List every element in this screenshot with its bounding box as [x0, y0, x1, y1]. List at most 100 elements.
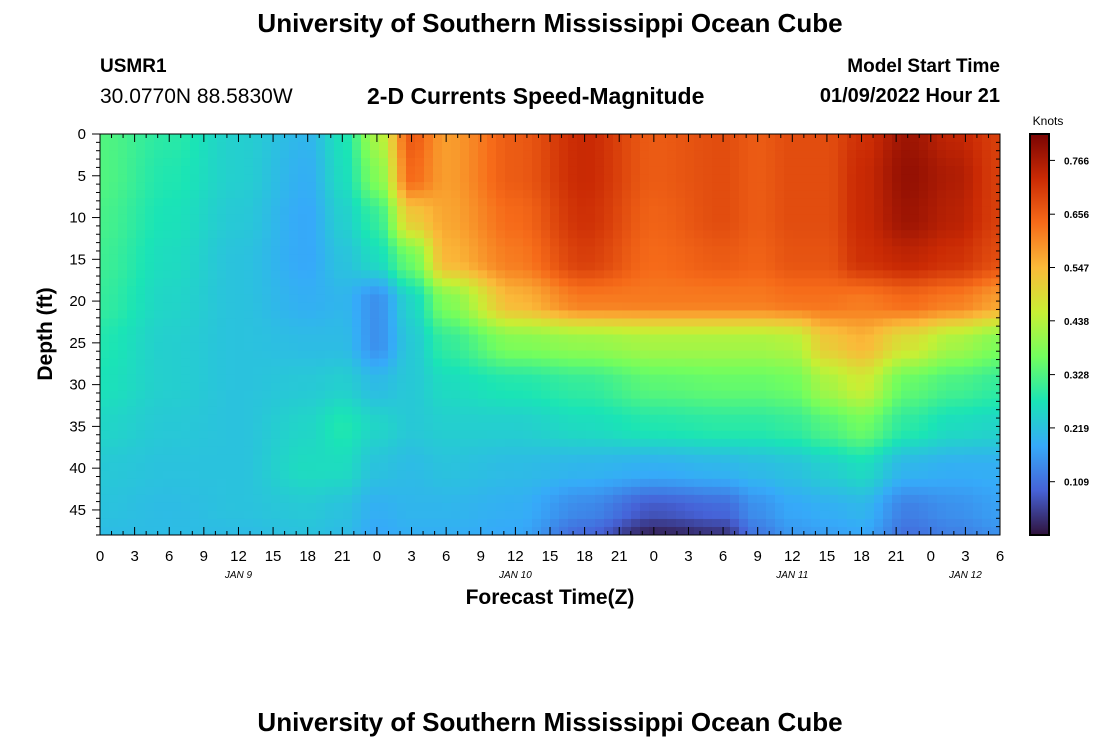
heatmap-cell [568, 310, 578, 320]
heatmap-cell [784, 166, 794, 175]
heatmap-cell [118, 446, 128, 456]
heatmap-cell [874, 230, 884, 239]
heatmap-cell [901, 414, 911, 424]
heatmap-cell [154, 190, 164, 199]
heatmap-cell [199, 262, 209, 271]
heatmap-cell [964, 198, 974, 207]
heatmap-cell [325, 366, 335, 376]
heatmap-cell [757, 526, 767, 535]
heatmap-cell [766, 238, 776, 247]
heatmap-cell [946, 278, 956, 287]
heatmap-cell [514, 326, 524, 336]
heatmap-cell [433, 270, 443, 279]
heatmap-cell [325, 326, 335, 336]
heatmap-cell [253, 462, 263, 472]
heatmap-cell [298, 382, 308, 392]
heatmap-cell [847, 230, 857, 239]
heatmap-cell [991, 358, 1000, 368]
heatmap-cell [100, 462, 110, 472]
heatmap-cell [703, 406, 713, 416]
heatmap-cell [658, 454, 668, 464]
heatmap-cell [703, 350, 713, 360]
heatmap-cell [730, 462, 740, 472]
heatmap-cell [433, 206, 443, 215]
heatmap-cell [559, 406, 569, 416]
heatmap-cell [307, 374, 317, 384]
heatmap-cell [199, 342, 209, 352]
heatmap-cell [604, 398, 614, 408]
heatmap-cell [370, 334, 380, 344]
heatmap-cell [883, 230, 893, 239]
heatmap-cell [487, 510, 497, 520]
heatmap-cell [235, 166, 245, 175]
heatmap-cell [730, 246, 740, 255]
heatmap-cell [766, 310, 776, 320]
heatmap-cell [892, 382, 902, 392]
heatmap-cell [172, 310, 182, 320]
heatmap-cell [379, 366, 389, 376]
heatmap-cell [451, 518, 461, 528]
heatmap-cell [505, 390, 515, 400]
heatmap-cell [226, 198, 236, 207]
heatmap-cell [199, 230, 209, 239]
heatmap-cell [766, 294, 776, 304]
heatmap-cell [289, 158, 299, 167]
heatmap-cell [793, 470, 803, 480]
heatmap-cell [307, 182, 317, 191]
heatmap-cell [892, 470, 902, 480]
heatmap-cell [226, 358, 236, 368]
heatmap-cell [883, 150, 893, 159]
heatmap-cell [649, 518, 659, 528]
heatmap-cell [541, 214, 551, 223]
heatmap-cell [109, 198, 119, 207]
heatmap-cell [991, 182, 1000, 191]
heatmap-cell [370, 206, 380, 215]
heatmap-cell [415, 270, 425, 279]
heatmap-cell [118, 254, 128, 263]
heatmap-cell [946, 174, 956, 183]
heatmap-cell [757, 182, 767, 191]
heatmap-cell [172, 190, 182, 199]
heatmap-cell [775, 342, 785, 352]
heatmap-cell [973, 174, 983, 183]
heatmap-cell [829, 454, 839, 464]
heatmap-cell [343, 342, 353, 352]
heatmap-cell [127, 366, 137, 376]
heatmap-cell [424, 462, 434, 472]
heatmap-cell [820, 486, 830, 496]
heatmap-cell [766, 374, 776, 384]
heatmap-cell [253, 326, 263, 336]
heatmap-cell [271, 462, 281, 472]
heatmap-cell [721, 262, 731, 271]
heatmap-cell [649, 158, 659, 167]
heatmap-cell [127, 310, 137, 320]
heatmap-cell [856, 398, 866, 408]
heatmap-cell [838, 198, 848, 207]
heatmap-cell [343, 158, 353, 167]
heatmap-cell [838, 454, 848, 464]
heatmap-cell [982, 486, 992, 496]
heatmap-cell [271, 438, 281, 448]
heatmap-cell [712, 470, 722, 480]
heatmap-cell [847, 526, 857, 535]
heatmap-cell [586, 366, 596, 376]
heatmap-cell [253, 158, 263, 167]
heatmap-cell [964, 334, 974, 344]
heatmap-cell [307, 254, 317, 263]
heatmap-cell [694, 190, 704, 199]
heatmap-cell [172, 286, 182, 295]
heatmap-cell [334, 510, 344, 520]
heatmap-cell [343, 310, 353, 320]
heatmap-cell [658, 310, 668, 320]
heatmap-cell [991, 262, 1000, 271]
heatmap-cell [775, 230, 785, 239]
heatmap-cell [640, 438, 650, 448]
heatmap-cell [901, 134, 911, 143]
heatmap-cell [721, 198, 731, 207]
heatmap-cell [289, 190, 299, 199]
heatmap-cell [199, 278, 209, 287]
heatmap-cell [640, 462, 650, 472]
heatmap-cell [379, 510, 389, 520]
heatmap-cell [460, 158, 470, 167]
heatmap-cell [631, 302, 641, 312]
